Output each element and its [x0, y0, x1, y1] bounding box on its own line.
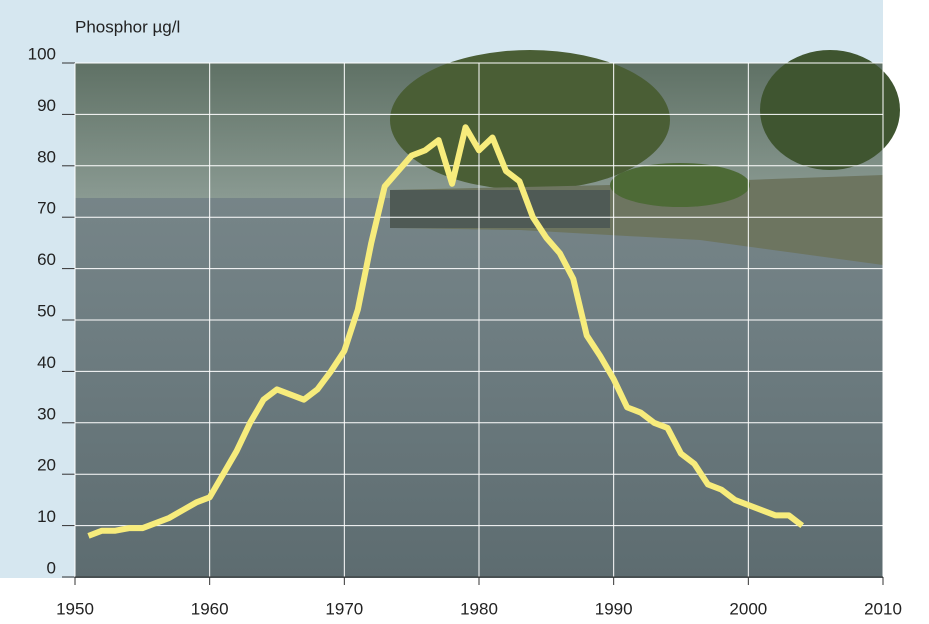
x-tick-label: 2010 [864, 599, 902, 618]
y-tick-label: 80 [37, 147, 56, 166]
y-tick-label: 90 [37, 96, 56, 115]
x-tick-label: 1970 [325, 599, 363, 618]
y-tick-label: 30 [37, 404, 56, 423]
y-tick-label: 50 [37, 301, 56, 320]
y-tick-label: 0 [47, 558, 56, 577]
x-tick-label: 1960 [191, 599, 229, 618]
chart: Phosphor µg/l 0 10 20 30 40 50 60 70 80 90 100 1950… [0, 0, 929, 624]
y-tick-label: 40 [37, 353, 56, 372]
x-tick-label: 1990 [595, 599, 633, 618]
y-axis-title: Phosphor µg/l [75, 17, 180, 36]
x-tick-label: 1980 [460, 599, 498, 618]
x-tick-label: 1950 [56, 599, 94, 618]
y-tick-label: 70 [37, 199, 56, 218]
y-tick-label: 100 [28, 44, 56, 63]
x-tick-label: 2000 [729, 599, 767, 618]
y-tick-label: 60 [37, 250, 56, 269]
y-tick-label: 10 [37, 507, 56, 526]
y-tick-label: 20 [37, 456, 56, 475]
